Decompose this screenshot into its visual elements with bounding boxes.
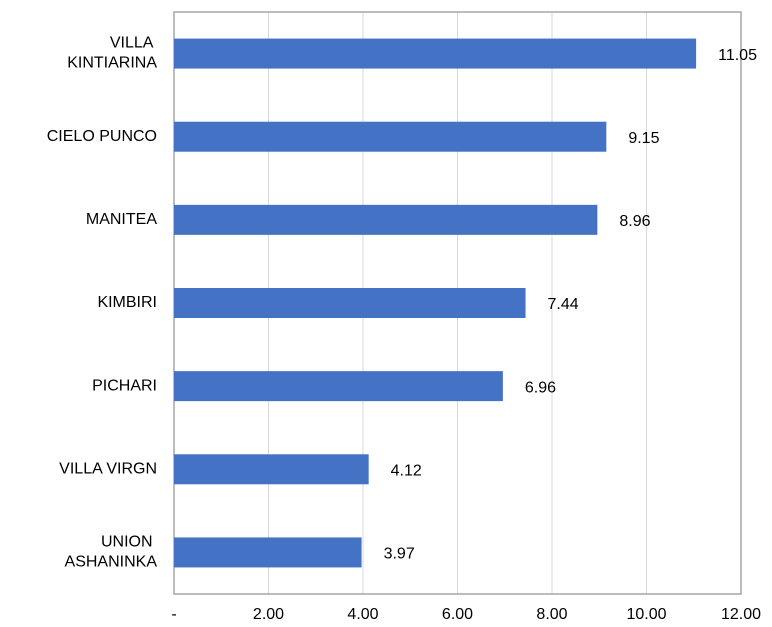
x-tick-label: 12.00 — [721, 606, 761, 623]
bar — [174, 121, 607, 152]
x-tick-label: 2.00 — [253, 606, 284, 623]
bar — [174, 204, 598, 235]
y-tick-label: PICHARI — [92, 377, 157, 394]
bar — [174, 288, 526, 318]
x-tick-label: 4.00 — [347, 606, 378, 623]
y-tick-label: VILLA KINTIARINA — [67, 35, 157, 72]
label-line: KINTIARINA — [67, 55, 157, 72]
y-tick-label: VILLA VIRGN — [59, 461, 157, 478]
x-tick-label: - — [171, 606, 176, 623]
label-line: VILLA — [110, 35, 157, 52]
x-tick-label: 10.00 — [626, 606, 666, 623]
y-tick-label: KIMBIRI — [97, 294, 157, 311]
bar — [174, 38, 697, 69]
y-tick-label: UNION ASHANINKA — [65, 534, 158, 571]
value-label: 9.15 — [628, 130, 659, 147]
bar — [174, 454, 369, 485]
bar — [174, 537, 362, 568]
value-label: 7.44 — [548, 296, 579, 313]
label-line: UNION — [101, 534, 157, 551]
y-tick-label: CIELO PUNCO — [47, 128, 157, 145]
x-tick-label: 6.00 — [442, 606, 473, 623]
value-label: 6.96 — [525, 379, 556, 396]
bar — [174, 371, 503, 402]
value-label: 8.96 — [619, 213, 650, 230]
value-label: 11.05 — [718, 47, 757, 64]
value-label: 3.97 — [384, 546, 415, 563]
y-tick-label: MANITEA — [86, 211, 157, 228]
x-tick-label: 8.00 — [536, 606, 567, 623]
label-line: ASHANINKA — [65, 554, 158, 571]
value-label: 4.12 — [391, 463, 422, 480]
